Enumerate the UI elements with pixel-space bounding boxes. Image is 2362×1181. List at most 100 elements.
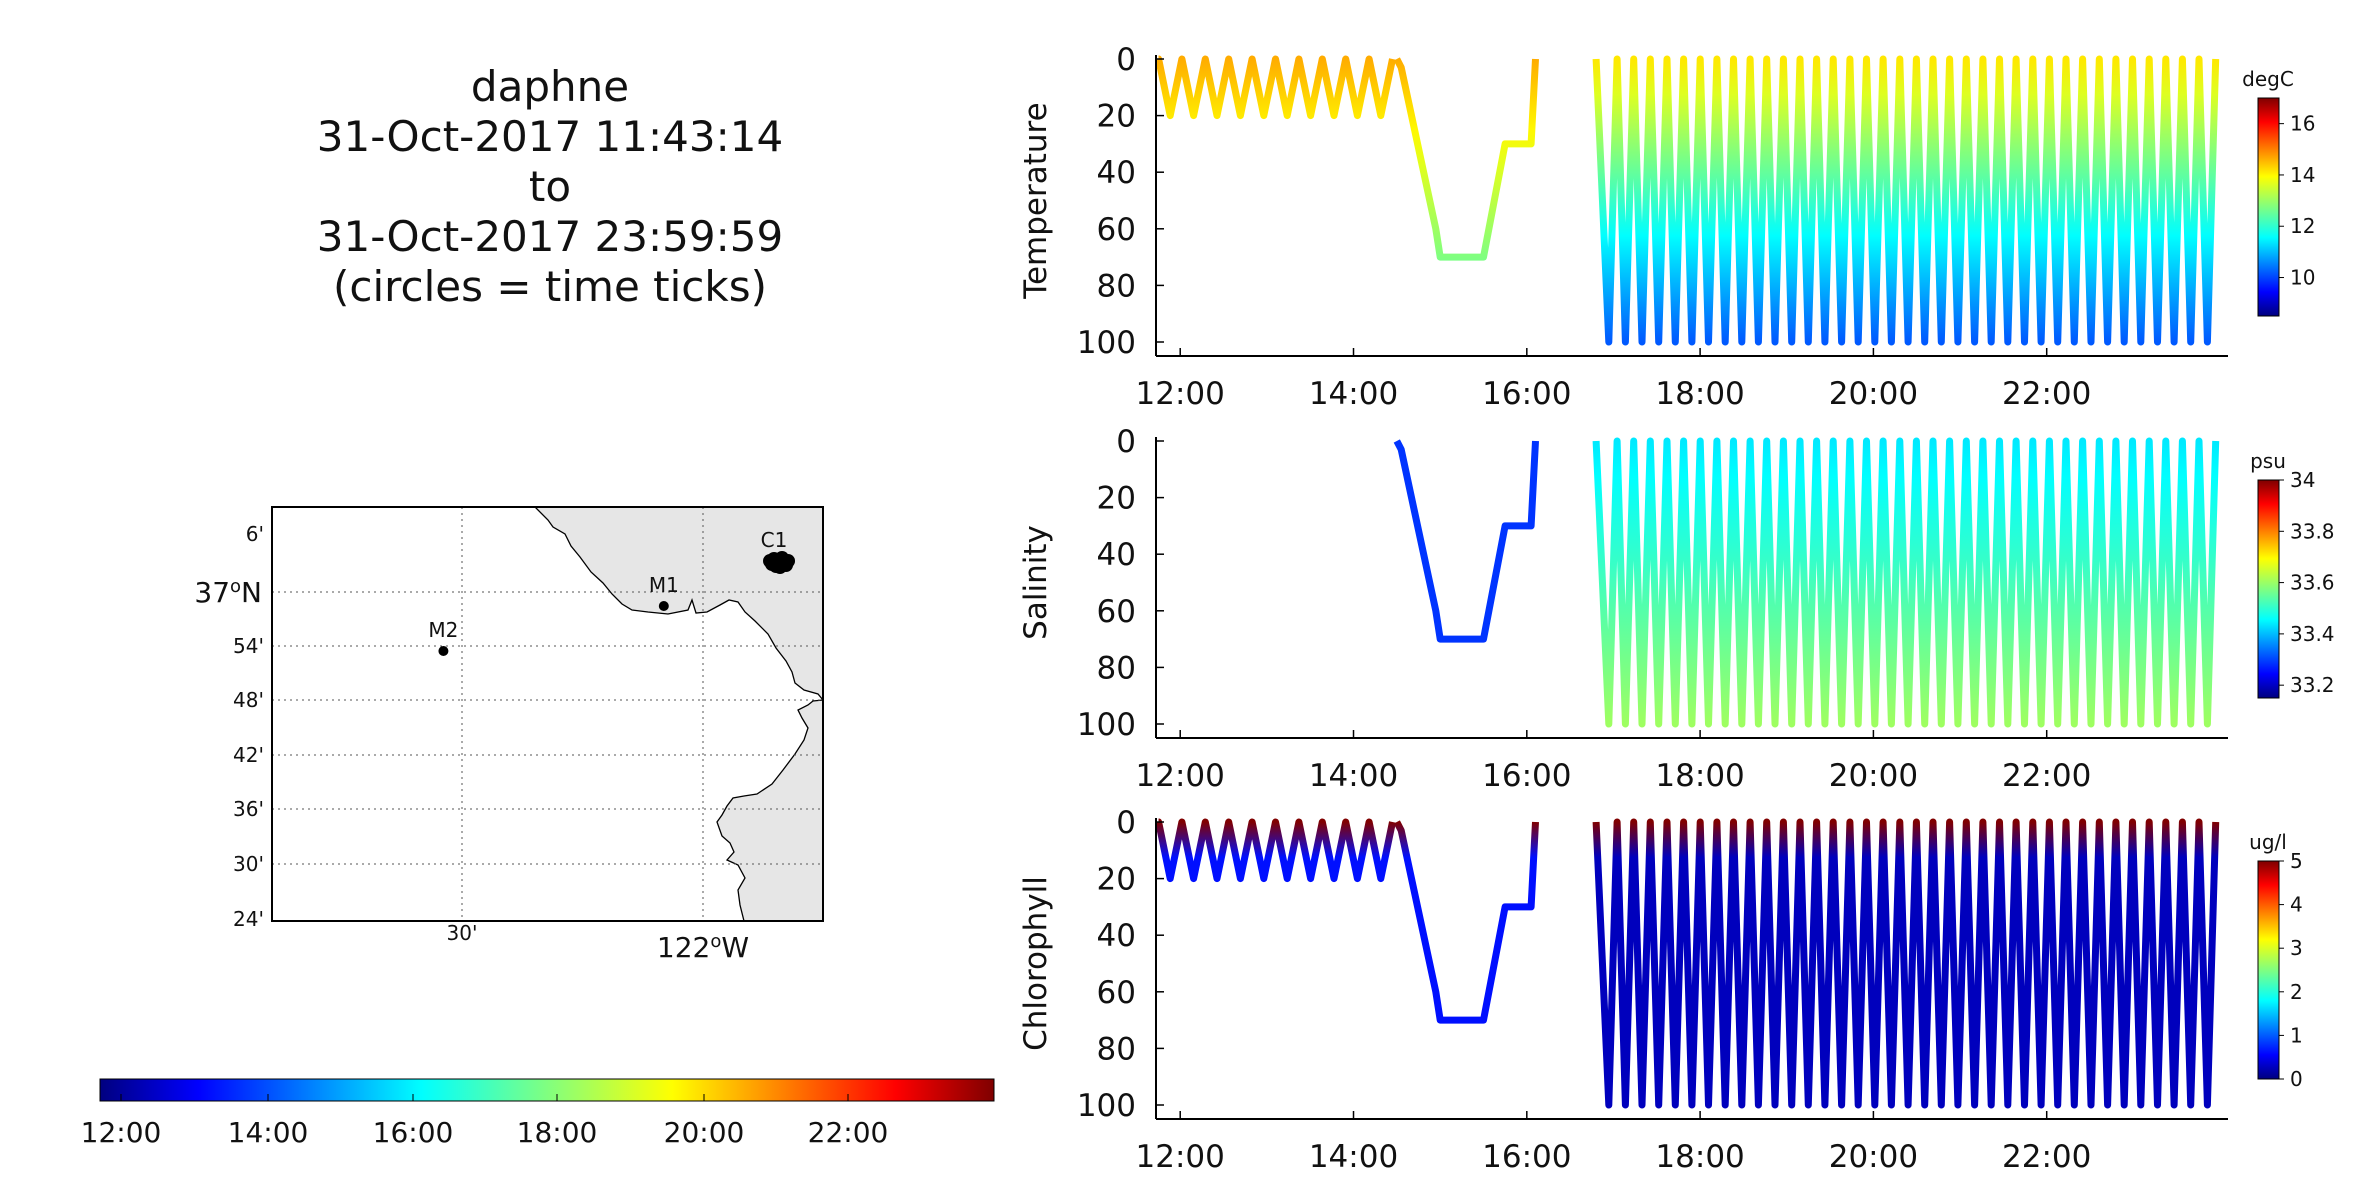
panel-ylabel: Chlorophyll bbox=[1018, 876, 1054, 1051]
panel-colorbar bbox=[2257, 860, 2280, 1080]
map-lat-label: 30' bbox=[233, 852, 264, 876]
colorbar-units: psu bbox=[2250, 449, 2286, 473]
map-graticule bbox=[272, 507, 823, 921]
colorbar-tick-label: 1 bbox=[2290, 1023, 2303, 1047]
y-tick-label: 40 bbox=[1097, 918, 1136, 954]
colorbar-tick-label: 10 bbox=[2290, 266, 2315, 290]
x-tick-label: 18:00 bbox=[1655, 376, 1744, 412]
map-lat-label: 36' bbox=[233, 797, 264, 821]
panel-data bbox=[1155, 818, 2220, 1109]
profile-trace-transit bbox=[1393, 820, 1539, 1024]
map-lat-label: 24' bbox=[233, 907, 264, 931]
mooring-label-m2: M2 bbox=[428, 618, 458, 642]
colorbar-tick-label: 3 bbox=[2290, 936, 2303, 960]
map-lat-label: 42' bbox=[233, 743, 264, 767]
vehicle-track bbox=[763, 551, 796, 574]
map-lat-label: 37oN bbox=[194, 576, 262, 609]
y-tick-label: 100 bbox=[1077, 1088, 1136, 1124]
y-tick-label: 80 bbox=[1097, 268, 1136, 304]
colorbar-tick-label: 2 bbox=[2290, 980, 2303, 1004]
y-tick-label: 80 bbox=[1097, 650, 1136, 686]
colorbar-tick-label: 16 bbox=[2290, 112, 2315, 136]
map-lon-label: 30' bbox=[447, 921, 478, 945]
mooring-markers: M1 M2 C1 bbox=[428, 528, 787, 656]
x-tick-label: 20:00 bbox=[1829, 376, 1918, 412]
panel-ylabel: Salinity bbox=[1018, 525, 1054, 640]
x-tick-label: 12:00 bbox=[1136, 1139, 1225, 1175]
x-tick-label: 16:00 bbox=[1482, 1139, 1571, 1175]
profile-trace-early bbox=[1155, 55, 1396, 120]
colorbar-tick-label: 33.4 bbox=[2290, 622, 2335, 646]
x-tick-label: 12:00 bbox=[1136, 758, 1225, 794]
y-tick-label: 80 bbox=[1097, 1031, 1136, 1067]
time-colorbar-gradient bbox=[99, 1078, 995, 1102]
profile-trace-late bbox=[1592, 437, 2220, 728]
colorbar-tick-label: 14 bbox=[2290, 163, 2315, 187]
profile-trace-transit bbox=[1393, 439, 1539, 643]
colorbar-tick-label: 0 bbox=[2290, 1067, 2303, 1091]
colorbar-tick-label: 12 bbox=[2290, 214, 2315, 238]
location-map: 6' 37oN 54' 48' 42' 36' 30' 24' 30' 122oW M1 M2 C1 bbox=[194, 506, 824, 964]
colorbar-units: degC bbox=[2242, 67, 2294, 91]
y-tick-label: 60 bbox=[1097, 594, 1136, 630]
colorbar-tick-label: 33.6 bbox=[2290, 571, 2335, 595]
time-colorbar-label: 20:00 bbox=[664, 1116, 745, 1149]
time-colorbar-label: 14:00 bbox=[228, 1116, 309, 1149]
x-tick-label: 22:00 bbox=[2002, 376, 2091, 412]
colorbar-units: ug/l bbox=[2249, 830, 2287, 854]
x-tick-label: 18:00 bbox=[1655, 758, 1744, 794]
colorbar-tick-label: 34 bbox=[2290, 468, 2315, 492]
panel-data bbox=[1393, 437, 2220, 728]
x-tick-label: 14:00 bbox=[1309, 376, 1398, 412]
mooring-label-c1: C1 bbox=[761, 528, 788, 552]
title-block: daphne 31-Oct-2017 11:43:14 to 31-Oct-20… bbox=[250, 62, 850, 312]
profile-trace-late bbox=[1592, 55, 2220, 346]
y-tick-label: 0 bbox=[1116, 805, 1136, 841]
profile-trace-transit bbox=[1393, 57, 1539, 261]
y-tick-label: 40 bbox=[1097, 537, 1136, 573]
track-point bbox=[779, 558, 794, 572]
panel-ylabel: Temperature bbox=[1018, 102, 1054, 299]
land-polygon bbox=[534, 507, 823, 921]
to-label: to bbox=[528, 162, 572, 211]
x-tick-label: 14:00 bbox=[1309, 1139, 1398, 1175]
map-frame bbox=[271, 506, 824, 922]
colorbar-tick-label: 5 bbox=[2290, 849, 2303, 873]
y-tick-label: 20 bbox=[1097, 99, 1136, 135]
colorbar-tick-label: 4 bbox=[2290, 893, 2303, 917]
map-lat-label: 6' bbox=[246, 522, 264, 546]
end-time: 31-Oct-2017 23:59:59 bbox=[316, 212, 784, 261]
profile-trace-late bbox=[1592, 818, 2220, 1109]
time-colorbar-label: 22:00 bbox=[808, 1116, 889, 1149]
panel-data bbox=[1155, 55, 2220, 346]
x-tick-label: 14:00 bbox=[1309, 758, 1398, 794]
map-lat-label: 48' bbox=[233, 688, 264, 712]
time-colorbar-label: 18:00 bbox=[517, 1116, 598, 1149]
y-tick-label: 100 bbox=[1077, 707, 1136, 743]
y-tick-label: 60 bbox=[1097, 212, 1136, 248]
colorbar-tick-label: 33.8 bbox=[2290, 519, 2335, 543]
colorbar-tick-label: 33.2 bbox=[2290, 673, 2335, 697]
x-tick-label: 12:00 bbox=[1136, 376, 1225, 412]
profile-trace-early bbox=[1155, 818, 1396, 883]
time-colorbar-label: 16:00 bbox=[373, 1116, 454, 1149]
y-tick-label: 40 bbox=[1097, 155, 1136, 191]
map-lat-label: 54' bbox=[233, 634, 264, 658]
mooring-marker-m2 bbox=[438, 646, 449, 656]
time-colorbar: 12:00 14:00 16:00 18:00 20:00 22:00 bbox=[81, 1078, 995, 1149]
x-tick-label: 22:00 bbox=[2002, 758, 2091, 794]
x-tick-label: 16:00 bbox=[1482, 758, 1571, 794]
time-colorbar-label: 12:00 bbox=[81, 1116, 162, 1149]
y-tick-label: 0 bbox=[1116, 424, 1136, 460]
y-tick-label: 60 bbox=[1097, 975, 1136, 1011]
panel-colorbar bbox=[2257, 97, 2280, 317]
map-lon-label: 122oW bbox=[657, 931, 749, 964]
y-tick-label: 0 bbox=[1116, 42, 1136, 78]
panel-colorbar bbox=[2257, 479, 2280, 699]
mooring-label-m1: M1 bbox=[649, 573, 679, 597]
